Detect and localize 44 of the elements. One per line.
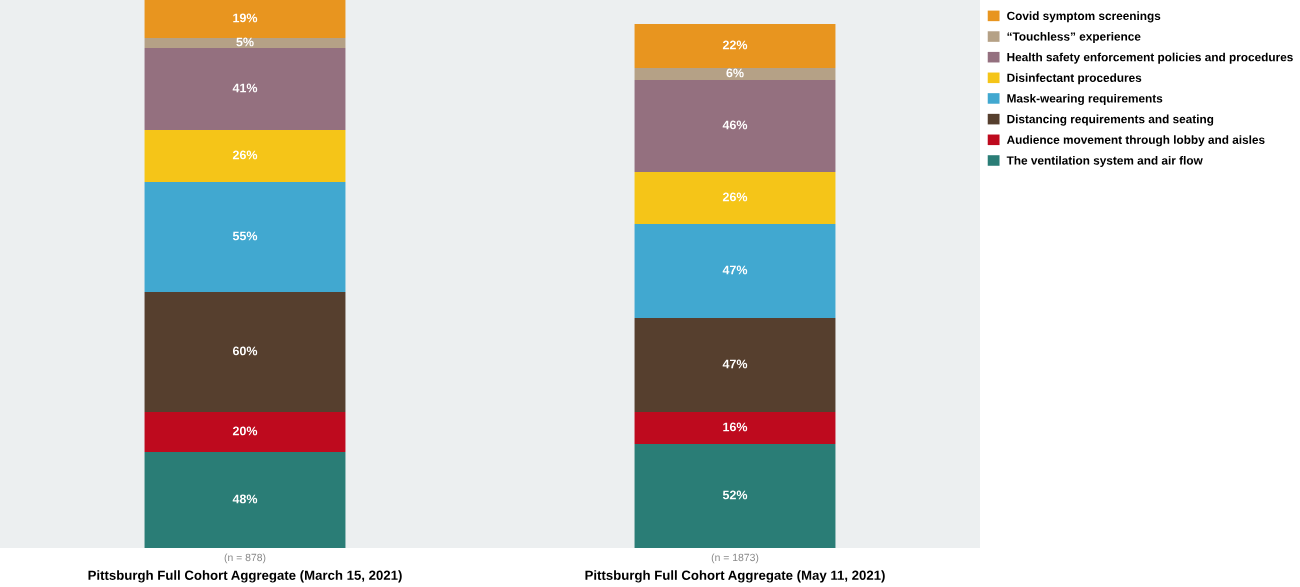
bar (634, 224, 836, 318)
bar (634, 172, 836, 224)
legend-label: The ventilation system and air flow (1006, 155, 1203, 167)
legend-label: Mask-wearing requirements (1007, 93, 1163, 105)
bar (634, 444, 836, 548)
data-label: 26% (722, 192, 748, 202)
data-label: 16% (723, 422, 748, 432)
bar (144, 412, 346, 452)
bar (144, 38, 346, 48)
legend-label: Covid symptom screenings (1007, 11, 1161, 23)
legend-label: Disinfectant procedures (1007, 73, 1142, 85)
bar (634, 80, 836, 172)
text: (n = 1873) (711, 553, 759, 564)
data-label: 22% (722, 40, 748, 50)
data-label: 46% (722, 120, 748, 130)
data-label: 19% (233, 13, 258, 23)
bar (144, 452, 346, 548)
data-label: 47% (722, 359, 748, 369)
data-label: 47% (722, 265, 748, 275)
bar (634, 24, 836, 68)
x-tick-label: Pittsburgh Full Cohort Aggregate (March 15, 2021) (88, 570, 402, 583)
data-label: 41% (232, 83, 258, 93)
bar (634, 68, 836, 80)
x-tick-label: Pittsburgh Full Cohort Aggregate (May 11, 2021) (585, 570, 885, 583)
data-label: 26% (232, 150, 258, 160)
text: (n = 878) (224, 553, 266, 564)
data-label: 55% (232, 231, 258, 241)
bar (144, 182, 346, 292)
legend-label: Health safety enforcement policies and procedures (1007, 52, 1293, 64)
legend-label: Audience movement through lobby and aisles (1006, 135, 1265, 147)
bar (634, 412, 836, 444)
legend-label: Distancing requirements and seating (1007, 114, 1214, 126)
bar (144, 0, 346, 38)
data-label: 6% (726, 68, 744, 78)
data-label: 5% (236, 37, 254, 47)
data-label: 48% (232, 494, 258, 504)
data-label: 52% (722, 490, 748, 500)
bar (144, 130, 346, 182)
bar (634, 318, 836, 412)
bar (144, 292, 346, 412)
data-label: 60% (232, 346, 258, 356)
data-label: 20% (232, 426, 258, 436)
bar (144, 48, 346, 130)
legend-label: “Touchless” experience (1007, 32, 1141, 44)
